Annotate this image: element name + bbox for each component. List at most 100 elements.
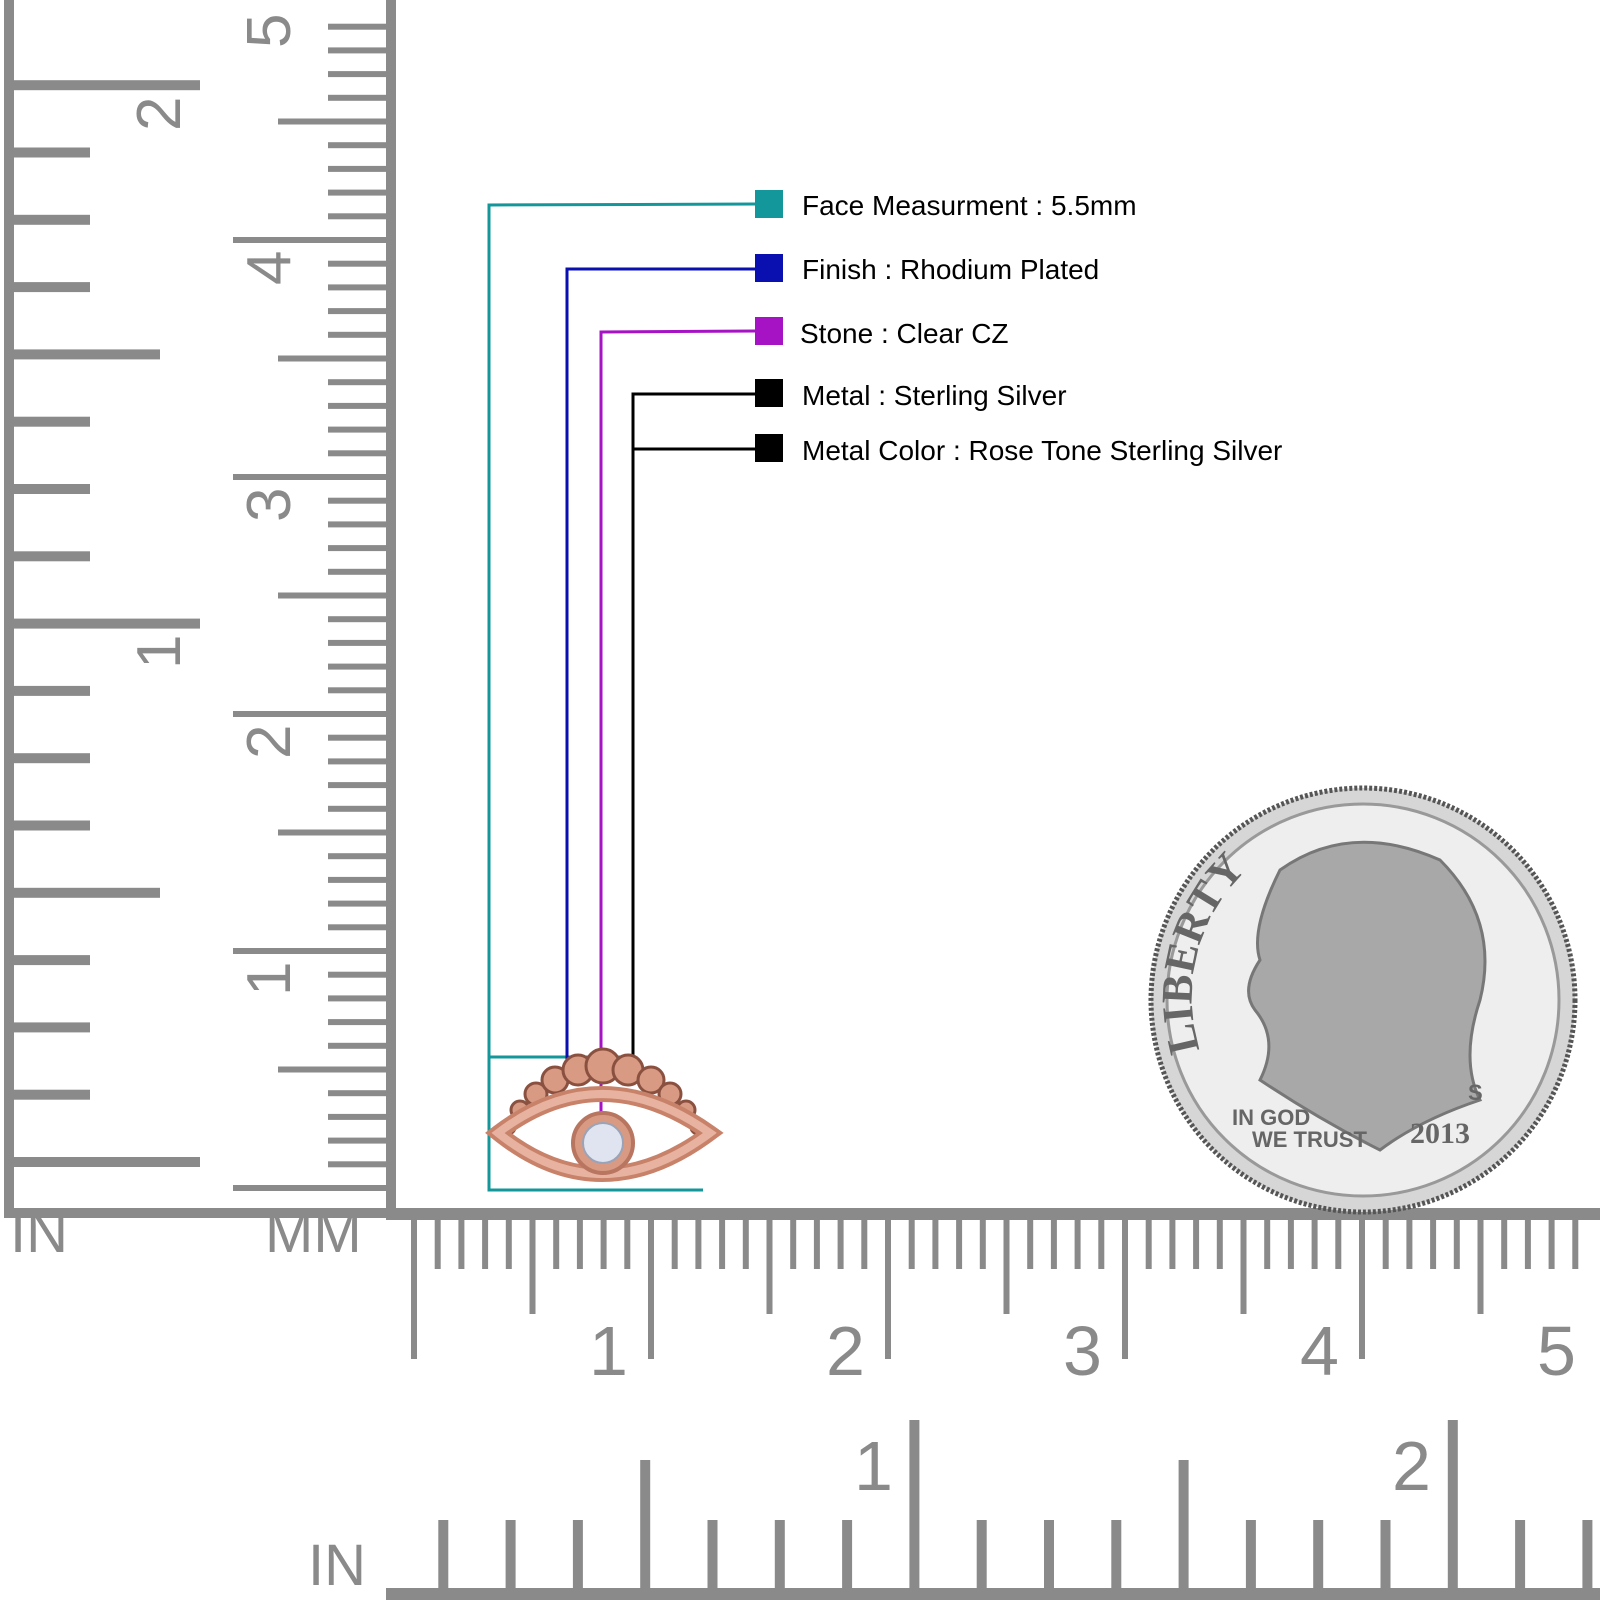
ruler-edge [386,0,396,1218]
mm-tick [328,331,388,338]
mm-tick [1382,1214,1389,1269]
bottom-inch-unit-label: IN [308,1533,366,1598]
mm-tick [328,23,388,30]
inch-tick [572,1520,583,1590]
mm-tick [1430,1214,1437,1269]
mm-tick [790,1214,797,1269]
mm-tick [482,1214,489,1269]
spec-finish: Finish : Rhodium Plated [802,254,1100,285]
mm-tick [695,1214,702,1269]
mm-tick [1145,1214,1152,1269]
spec-metal-color: Metal Color : Rose Tone Sterling Silver [802,435,1283,466]
mm-tick [328,900,388,907]
left-vertical-ruler: 1 2 1 2 3 4 5 [4,0,396,1218]
bottom-mm-tick-label: 4 [1300,1312,1339,1390]
mm-tick [766,1214,773,1314]
mm-tick [885,1214,891,1359]
ruler-edge [4,0,14,1218]
left-inch-unit-label: IN [10,1200,68,1265]
mm-tick [837,1214,844,1269]
bottom-mm-tick-label: 3 [1063,1312,1102,1390]
spec-swatches [755,190,783,462]
mm-tick [1050,1214,1057,1269]
mm-tick [328,497,388,504]
mm-tick [1548,1214,1555,1269]
mm-tick [1477,1214,1484,1314]
inch-tick [1515,1520,1526,1590]
spec-face-measurement: Face Measurment : 5.5mm [802,190,1137,221]
mm-tick [813,1214,820,1269]
face-measurement-leader [487,202,756,1192]
mm-tick [328,521,388,528]
inch-tick [10,282,90,293]
mm-tick [1122,1214,1128,1359]
ruler-edge [386,1208,1600,1220]
ruler-edge [386,1588,1600,1600]
mm-tick [328,1042,388,1049]
inch-tick [1313,1520,1324,1590]
mm-tick [328,687,388,694]
inch-tick [1447,1420,1458,1590]
mm-tick [1359,1214,1365,1359]
mm-tick [979,1214,986,1269]
mm-tick [278,829,388,836]
mm-tick [1453,1214,1460,1269]
mm-tick [328,71,388,78]
inch-tick [1178,1460,1189,1590]
inch-tick [10,484,90,494]
inch-tick [10,955,90,966]
left-mm-tick-label: 1 [235,962,304,996]
mm-tick [328,1137,388,1144]
inch-tick [909,1420,920,1590]
mm-tick [328,426,388,433]
inch-tick [1044,1520,1054,1590]
mm-tick [328,639,388,646]
mm-tick [328,568,388,575]
dime-coin: LIBERTY IN GOD WE TRUST 2013 S [1148,785,1578,1215]
mm-tick [1074,1214,1081,1269]
inch-tick [438,1520,449,1590]
mm-tick [328,853,388,860]
mm-tick [328,616,388,623]
mm-tick [328,308,388,315]
spec-swatch [755,190,783,218]
mm-tick [278,592,388,599]
mm-tick [233,711,388,717]
finish-leader [565,267,755,1080]
mm-tick [328,402,388,409]
inch-tick [10,618,200,629]
mm-tick [233,1185,388,1191]
inch-tick [10,416,90,427]
mm-tick [1027,1214,1034,1269]
coin-motto-1: IN GOD [1232,1105,1310,1130]
inch-tick [10,1022,90,1033]
mm-tick [1311,1214,1318,1269]
mm-tick [328,213,388,220]
mm-tick [328,971,388,978]
evil-eye-earring [485,1047,724,1182]
bottom-horizontal-ruler: 1 2 3 4 5 1 2 [386,1208,1600,1600]
inch-tick [774,1520,785,1590]
mm-tick [328,995,388,1002]
mm-tick [328,734,388,741]
stone-leader [599,329,756,1145]
mm-tick [956,1214,963,1269]
metal-leader [631,392,755,1070]
coin-year: 2013 [1410,1117,1470,1150]
coin-motto-2: WE TRUST [1252,1127,1367,1152]
mm-tick [1524,1214,1531,1269]
spec-swatch [755,379,783,407]
inch-tick [10,753,90,764]
mm-tick [328,1161,388,1168]
left-mm-tick-label: 5 [235,14,304,48]
mm-tick [328,142,388,149]
left-mm-tick-label: 3 [235,488,304,522]
bead [636,1065,666,1095]
inch-tick [10,349,160,360]
inch-tick [1582,1520,1593,1590]
ruler-edge [4,1208,396,1218]
inch-tick [10,147,90,158]
spec-swatch [755,434,783,462]
mm-tick [1572,1214,1579,1269]
